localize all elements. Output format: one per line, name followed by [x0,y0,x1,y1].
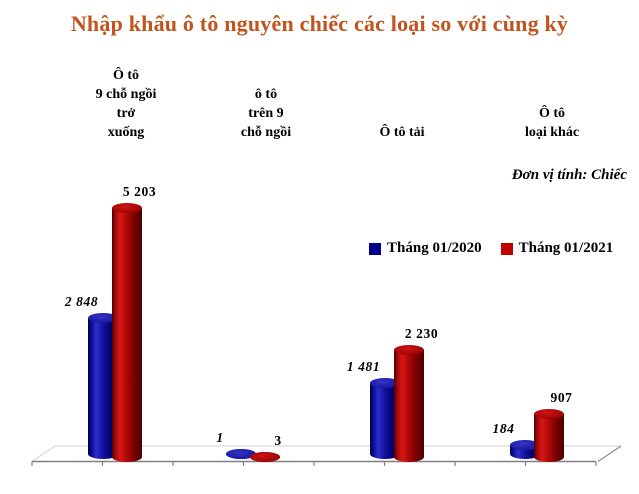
cylinder-cap [226,448,256,459]
cylinder-base [111,451,142,462]
cylinder-cap [111,202,142,213]
bar-cylinder-thang-01-2021-o-to-tai-g2 [393,344,424,462]
cylinder-cap [369,377,400,388]
floor-right-edge [597,445,622,463]
cylinder-base [533,451,564,462]
category-label-o-to-loai-khac: Ô tô loại khác [524,106,580,140]
cylinder-body [533,413,564,457]
legend-item-2020: Tháng 01/2020 [369,240,482,257]
cylinder-cap [533,408,564,419]
legend-swatch-2021 [500,242,513,255]
cylinder-base [369,448,400,459]
bar-value-label-thang-01-2021-g3: 907 [550,389,573,405]
legend-swatch-2020 [369,242,381,255]
bar-value-label-thang-01-2020-g3: 184 [492,420,515,436]
legend-label-2020: Tháng 01/2020 [387,240,482,256]
bar-value-label-thang-01-2020-g0: 2 848 [64,293,99,309]
category-label-9-cho-ngoi: Ô tô 9 chỗ ngồi trở xuống [95,68,157,140]
cylinder-cap [250,451,280,462]
chart-title: Nhập khẩu ô tô nguyên chiếc các loại so … [70,11,569,36]
bar-value-label-thang-01-2020-g2: 1 481 [346,358,381,374]
floor-left-edge [31,445,56,463]
bar-cylinder-thang-01-2021-o-to-g3 [533,408,564,462]
category-label-tren-9-cho-ngoi: ô tô trên 9 chỗ ngồi [240,87,292,140]
bar-value-label-thang-01-2021-g0: 5 203 [122,183,157,199]
legend-item-2021: Tháng 01/2021 [500,240,614,257]
category-label-o-to-tai: Ô tô tải [379,125,425,140]
cylinder-base [393,451,424,462]
bar-value-label-thang-01-2021-g1: 3 [274,432,282,448]
bar-cylinder-thang-01-2021-o-to-g1 [250,451,280,462]
cylinder-base [509,448,540,459]
chart-legend: Tháng 01/2020 Tháng 01/2021 [369,240,613,257]
unit-label: Đơn vị tính: Chiếc [511,167,627,183]
bar-value-label-thang-01-2021-g2: 2 230 [404,325,439,341]
bar-cylinder-thang-01-2021-o-to-g0 [111,202,142,462]
bar-value-label-thang-01-2020-g1: 1 [216,429,224,445]
cylinder-body [111,207,142,457]
cylinder-base [87,448,118,459]
bar-cylinder-thang-01-2020-o-to-g1 [226,448,256,459]
legend-label-2021: Tháng 01/2021 [518,240,614,256]
bar-cylinder-thang-01-2020-o-to-g3 [509,439,540,459]
cylinder-cap [509,439,540,450]
cylinder-body [393,349,424,457]
cylinder-cap [87,312,118,323]
cylinder-cap [393,344,424,355]
